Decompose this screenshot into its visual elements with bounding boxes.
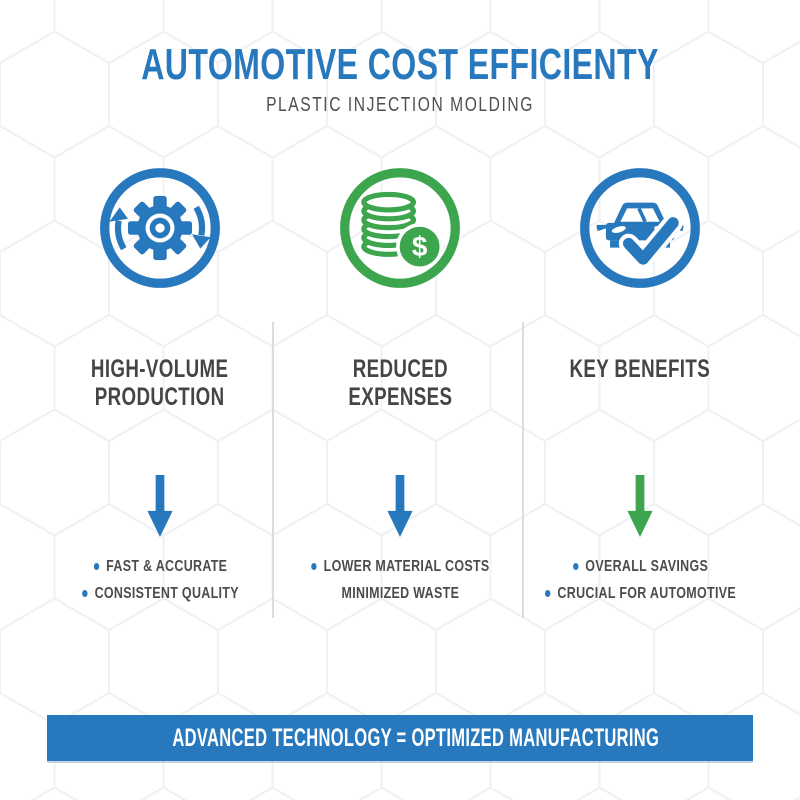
- bullet-dot-icon: [93, 563, 99, 570]
- column-reduced-expenses: $ REDUCED EXPENSES LOWER MATERI: [280, 166, 520, 607]
- column-divider: [522, 322, 524, 618]
- page-subtitle: PLASTIC INJECTION MOLDING: [266, 94, 534, 117]
- footer-banner-label: ADVANCED TECHNOLOGY = OPTIMIZED MANUFACT…: [172, 724, 660, 752]
- list-item: FAST & ACCURATE: [82, 553, 239, 580]
- bullet-list: OVERALL SAVINGS CRUCIAL FOR AUTOMOTIVE: [544, 553, 735, 607]
- list-item: OVERALL SAVINGS: [544, 553, 735, 580]
- list-item: CRUCIAL FOR AUTOMOTIVE: [544, 580, 735, 607]
- down-arrow-icon: [380, 475, 420, 539]
- list-item: MINIMIZED WASTE: [341, 584, 459, 602]
- car-check-icon: [578, 166, 702, 290]
- footer-banner: ADVANCED TECHNOLOGY = OPTIMIZED MANUFACT…: [47, 715, 753, 761]
- bullet-dot-icon: [81, 590, 88, 597]
- column-heading: KEY BENEFITS: [569, 355, 711, 383]
- columns-row: HIGH-VOLUME PRODUCTION FAST & ACCURATE: [40, 166, 760, 607]
- page-title: AUTOMOTIVE COST EFFICIENTY: [141, 40, 659, 89]
- header: AUTOMOTIVE COST EFFICIENTY PLASTIC INJEC…: [0, 0, 800, 117]
- bullet-dot-icon: [310, 563, 317, 570]
- column-high-volume-production: HIGH-VOLUME PRODUCTION FAST & ACCURATE: [40, 166, 280, 607]
- coins-dollar-icon: $: [338, 166, 462, 290]
- column-key-benefits: KEY BENEFITS OVERALL SAVINGS: [520, 166, 760, 607]
- gear-sync-icon: [98, 166, 222, 290]
- bullet-list: FAST & ACCURATE CONSISTENT QUALITY: [81, 553, 239, 607]
- list-item: LOWER MATERIAL COSTS: [310, 553, 489, 580]
- bullet-dot-icon: [544, 590, 550, 597]
- column-heading: REDUCED EXPENSES: [347, 355, 453, 411]
- dollar-sign: $: [412, 231, 428, 262]
- down-arrow-icon: [140, 475, 180, 539]
- bullet-list: LOWER MATERIAL COSTS MINIMIZED WASTE: [310, 553, 489, 607]
- check-mark: [618, 213, 683, 269]
- column-heading: HIGH-VOLUME PRODUCTION: [91, 355, 229, 411]
- down-arrow-icon: [620, 475, 660, 539]
- list-item: CONSISTENT QUALITY: [81, 580, 239, 607]
- bullet-dot-icon: [572, 563, 578, 570]
- column-divider: [272, 322, 274, 618]
